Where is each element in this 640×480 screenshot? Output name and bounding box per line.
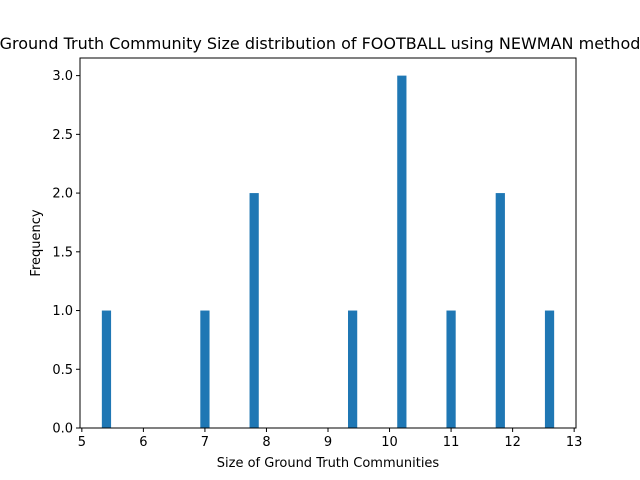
- bars-group: [101, 75, 555, 428]
- bar: [101, 310, 112, 428]
- bar: [249, 193, 259, 428]
- x-axis-ticks: 5 6 7 8 9 10 11 12 13: [78, 428, 583, 450]
- y-tick-label: 1.0: [52, 304, 73, 319]
- bar: [495, 193, 505, 428]
- bar: [446, 310, 456, 428]
- bar: [544, 310, 555, 428]
- x-tick-label: 6: [139, 435, 147, 450]
- y-axis-label: Frequency: [29, 209, 44, 276]
- y-tick-label: 1.5: [52, 245, 73, 260]
- bar: [397, 75, 407, 428]
- x-tick-label: 5: [78, 435, 86, 450]
- y-tick-label: 2.5: [52, 128, 73, 143]
- x-tick-label: 11: [443, 435, 460, 450]
- x-tick-label: 13: [566, 435, 583, 450]
- y-axis-ticks: 0.0 0.5 1.0 1.5 2.0 2.5 3.0: [52, 69, 80, 437]
- y-tick-label: 2.0: [52, 187, 73, 202]
- bar: [200, 310, 210, 428]
- x-tick-label: 12: [504, 435, 521, 450]
- x-tick-label: 9: [324, 435, 332, 450]
- chart-title: Ground Truth Community Size distribution…: [0, 34, 640, 53]
- x-tick-label: 10: [381, 435, 398, 450]
- y-tick-label: 0.5: [52, 363, 73, 378]
- y-tick-label: 3.0: [52, 69, 73, 84]
- y-tick-label: 0.0: [52, 422, 73, 437]
- bar: [348, 310, 358, 428]
- x-tick-label: 7: [201, 435, 209, 450]
- x-tick-label: 8: [262, 435, 270, 450]
- x-axis-label: Size of Ground Truth Communities: [217, 456, 440, 471]
